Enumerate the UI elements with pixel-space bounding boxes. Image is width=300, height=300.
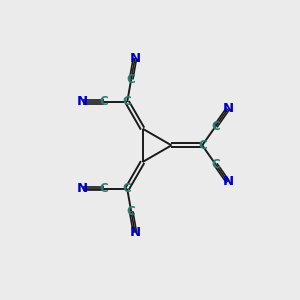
Text: N: N [129,226,140,239]
Text: C: C [198,139,207,152]
Text: N: N [77,182,88,195]
Text: N: N [77,95,88,109]
Text: C: C [100,95,109,109]
Text: N: N [222,176,233,188]
Text: C: C [127,73,136,86]
Text: C: C [127,205,136,218]
Text: C: C [100,182,109,195]
Text: C: C [123,95,132,109]
Text: N: N [222,102,233,115]
Text: C: C [211,158,220,171]
Text: C: C [123,182,132,195]
Text: C: C [211,120,220,133]
Text: N: N [129,52,140,64]
